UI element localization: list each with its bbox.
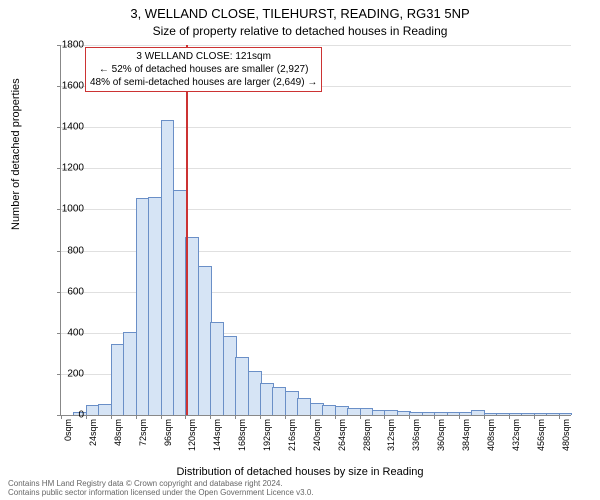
gridline — [61, 127, 571, 128]
xtick-label: 312sqm — [386, 419, 396, 451]
xtick-mark — [86, 415, 87, 419]
xtick-label: 360sqm — [436, 419, 446, 451]
xtick-mark — [534, 415, 535, 419]
x-axis-label: Distribution of detached houses by size … — [0, 466, 600, 478]
xtick-label: 144sqm — [212, 419, 222, 451]
xtick-mark — [459, 415, 460, 419]
xtick-label: 0sqm — [63, 419, 73, 441]
gridline — [61, 168, 571, 169]
xtick-label: 216sqm — [287, 419, 297, 451]
xtick-label: 288sqm — [362, 419, 372, 451]
gridline — [61, 45, 571, 46]
annotation-box: 3 WELLAND CLOSE: 121sqm← 52% of detached… — [85, 47, 322, 92]
footer-line2: Contains public sector information licen… — [8, 488, 314, 498]
ytick-label: 800 — [44, 245, 84, 256]
xtick-mark — [509, 415, 510, 419]
xtick-label: 24sqm — [88, 419, 98, 446]
xtick-label: 240sqm — [312, 419, 322, 451]
histogram-bar — [559, 413, 573, 415]
ytick-label: 1600 — [44, 81, 84, 92]
chart-container: 3, WELLAND CLOSE, TILEHURST, READING, RG… — [0, 0, 600, 500]
xtick-mark — [559, 415, 560, 419]
ytick-label: 1400 — [44, 122, 84, 133]
xtick-label: 480sqm — [561, 419, 571, 451]
xtick-mark — [260, 415, 261, 419]
xtick-label: 456sqm — [536, 419, 546, 451]
xtick-label: 264sqm — [337, 419, 347, 451]
xtick-label: 168sqm — [237, 419, 247, 451]
ytick-label: 200 — [44, 368, 84, 379]
xtick-label: 96sqm — [163, 419, 173, 446]
ytick-label: 600 — [44, 286, 84, 297]
xtick-mark — [235, 415, 236, 419]
xtick-mark — [310, 415, 311, 419]
xtick-mark — [484, 415, 485, 419]
xtick-mark — [111, 415, 112, 419]
ytick-label: 1000 — [44, 204, 84, 215]
chart-title-line2: Size of property relative to detached ho… — [0, 24, 600, 38]
xtick-mark — [360, 415, 361, 419]
footer-line1: Contains HM Land Registry data © Crown c… — [8, 479, 314, 489]
annotation-line3: 48% of semi-detached houses are larger (… — [90, 76, 317, 89]
annotation-line1: 3 WELLAND CLOSE: 121sqm — [90, 50, 317, 63]
xtick-label: 48sqm — [113, 419, 123, 446]
xtick-mark — [434, 415, 435, 419]
footer-attribution: Contains HM Land Registry data © Crown c… — [8, 479, 314, 498]
ytick-label: 400 — [44, 327, 84, 338]
y-axis-label: Number of detached properties — [10, 78, 22, 230]
xtick-label: 384sqm — [461, 419, 471, 451]
xtick-mark — [335, 415, 336, 419]
chart-title-line1: 3, WELLAND CLOSE, TILEHURST, READING, RG… — [0, 6, 600, 21]
xtick-mark — [136, 415, 137, 419]
annotation-line2: ← 52% of detached houses are smaller (2,… — [90, 63, 317, 76]
xtick-mark — [161, 415, 162, 419]
xtick-label: 432sqm — [511, 419, 521, 451]
property-marker-line — [186, 45, 188, 415]
xtick-mark — [285, 415, 286, 419]
ytick-label: 1800 — [44, 40, 84, 51]
xtick-label: 192sqm — [262, 419, 272, 451]
xtick-label: 408sqm — [486, 419, 496, 451]
ytick-label: 1200 — [44, 163, 84, 174]
xtick-label: 120sqm — [187, 419, 197, 451]
plot-area — [60, 45, 571, 416]
xtick-label: 72sqm — [138, 419, 148, 446]
xtick-label: 336sqm — [411, 419, 421, 451]
